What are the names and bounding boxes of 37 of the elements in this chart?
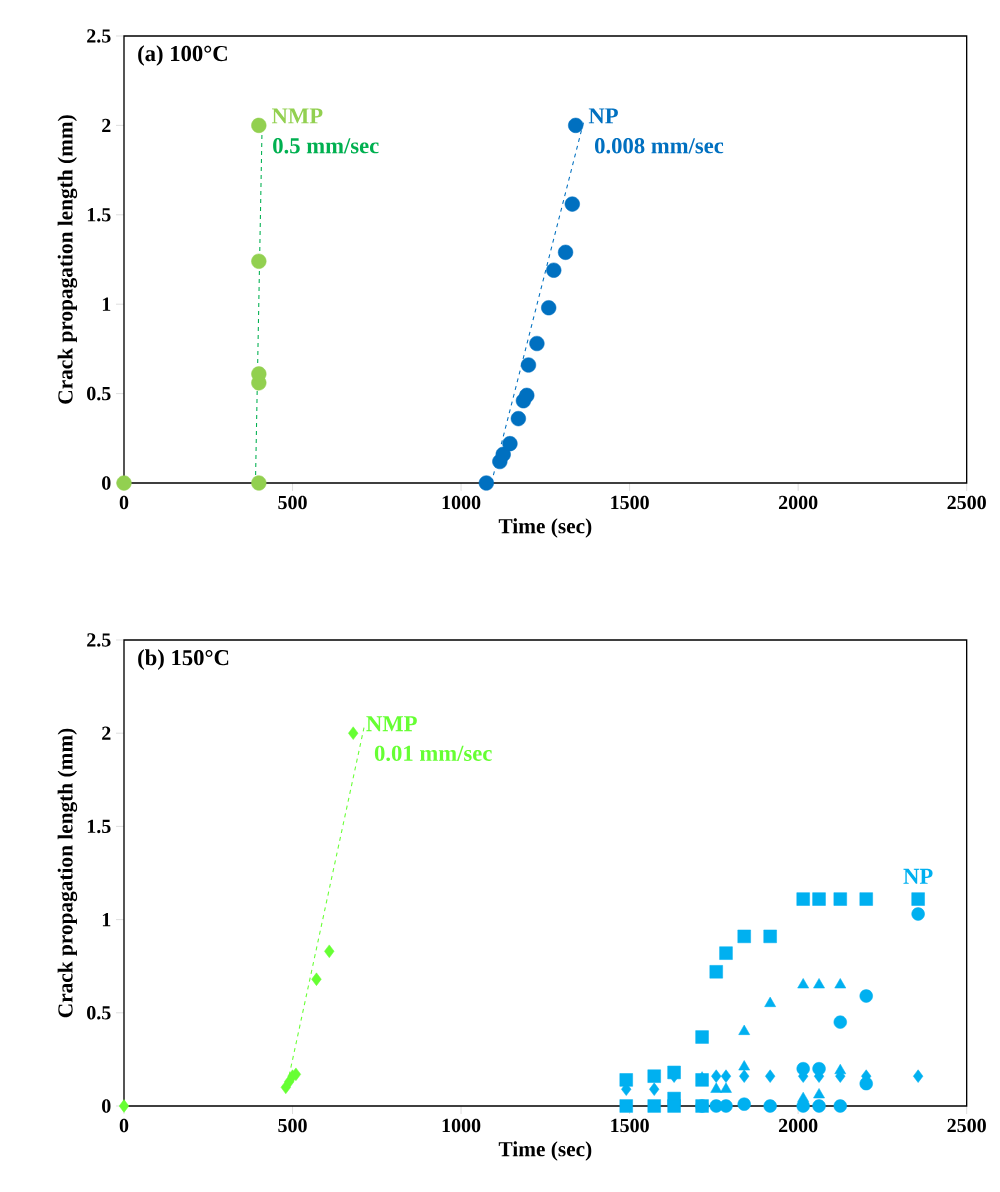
x-tick-label: 500 <box>278 1118 307 1133</box>
y-tick-label: 2.5 <box>87 633 111 647</box>
x-tick-label: 2000 <box>778 1118 818 1133</box>
series-label: 0.01 mm/sec <box>374 745 492 762</box>
x-tick-label: 2500 <box>947 1118 986 1133</box>
chart-title: (a) 100°C <box>138 45 227 66</box>
y-tick-label: 1.5 <box>87 208 111 222</box>
x-tick-label: 0 <box>119 495 129 510</box>
series-label: NP <box>588 108 618 124</box>
series-label: 0.008 mm/sec <box>595 138 724 154</box>
x-tick-label: 1500 <box>611 495 649 510</box>
y-tick-label: 1 <box>102 913 111 927</box>
chart-title: (b) 150°C <box>138 649 229 670</box>
x-tick-label: 0 <box>119 1118 129 1133</box>
y-tick-label: 0 <box>102 476 111 490</box>
x-axis-title: Time (sec) <box>498 518 592 538</box>
y-axis-title: Crack propagation length (mm) <box>57 728 78 1018</box>
x-tick-label: 2000 <box>778 495 818 510</box>
x-tick-label: 1000 <box>442 495 481 510</box>
y-axis-title: Crack propagation length (mm) <box>57 115 78 404</box>
x-tick-label: 1500 <box>611 1118 649 1133</box>
y-tick-label: 2 <box>102 118 111 133</box>
series-label: NMP <box>271 108 323 124</box>
y-tick-label: 0 <box>102 1099 111 1113</box>
x-tick-label: 1000 <box>442 1118 481 1133</box>
y-tick-label: 1.5 <box>87 819 111 834</box>
x-tick-label: 500 <box>278 495 307 510</box>
series-label: NMP <box>366 716 417 732</box>
y-tick-label: 0.5 <box>87 1006 111 1020</box>
y-tick-label: 1 <box>102 297 111 311</box>
series-label: NP <box>903 868 933 884</box>
x-axis-title: Time (sec) <box>498 1141 592 1161</box>
y-tick-label: 2.5 <box>87 29 111 43</box>
x-tick-label: 2500 <box>947 495 986 510</box>
y-tick-label: 2 <box>102 726 111 740</box>
y-tick-label: 0.5 <box>87 386 111 401</box>
series-label: 0.5 mm/sec <box>273 138 379 154</box>
